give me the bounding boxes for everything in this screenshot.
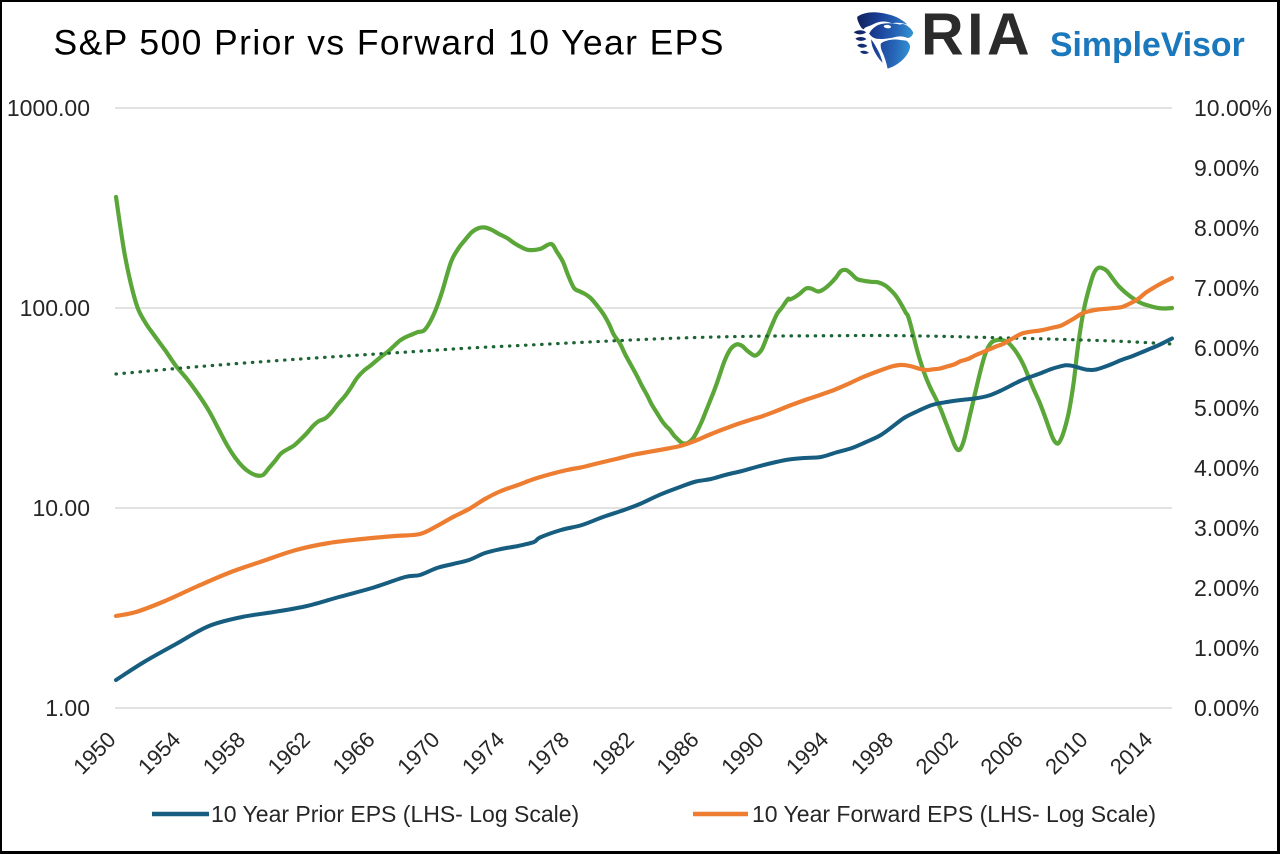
- svg-text:4.00%: 4.00%: [1194, 455, 1259, 481]
- svg-text:1000.00: 1000.00: [7, 95, 90, 121]
- svg-text:1.00%: 1.00%: [1194, 635, 1259, 661]
- svg-text:1950: 1950: [68, 727, 120, 779]
- svg-text:7.00%: 7.00%: [1194, 275, 1259, 301]
- svg-text:6.00%: 6.00%: [1194, 335, 1259, 361]
- svg-text:1978: 1978: [522, 727, 574, 779]
- svg-text:8.00%: 8.00%: [1194, 215, 1259, 241]
- svg-text:2006: 2006: [975, 727, 1027, 779]
- svg-text:1994: 1994: [781, 727, 833, 779]
- svg-text:1982: 1982: [587, 727, 639, 779]
- svg-text:1990: 1990: [716, 727, 768, 779]
- svg-text:1966: 1966: [327, 727, 379, 779]
- svg-text:2014: 2014: [1105, 727, 1157, 779]
- svg-text:1998: 1998: [846, 727, 898, 779]
- svg-text:RIA: RIA: [921, 2, 1033, 68]
- svg-text:1958: 1958: [198, 727, 250, 779]
- svg-text:1970: 1970: [392, 727, 444, 779]
- svg-text:1962: 1962: [263, 727, 315, 779]
- svg-text:10.00%: 10.00%: [1194, 95, 1272, 121]
- svg-text:1.00: 1.00: [45, 695, 90, 721]
- svg-text:10 Year Forward EPS (LHS- Log: 10 Year Forward EPS (LHS- Log Scale): [752, 801, 1156, 827]
- svg-text:2.00%: 2.00%: [1194, 575, 1259, 601]
- svg-text:3.00%: 3.00%: [1194, 515, 1259, 541]
- svg-text:10 Year Prior EPS (LHS- Log Sc: 10 Year Prior EPS (LHS- Log Scale): [211, 801, 579, 827]
- svg-text:S&P 500 Prior vs Forward 10 Ye: S&P 500 Prior vs Forward 10 Year EPS: [54, 23, 725, 63]
- svg-text:0.00%: 0.00%: [1194, 695, 1259, 721]
- svg-text:2002: 2002: [911, 727, 963, 779]
- svg-text:1986: 1986: [651, 727, 703, 779]
- svg-text:10.00: 10.00: [32, 495, 90, 521]
- svg-text:100.00: 100.00: [20, 295, 90, 321]
- svg-text:SimpleVisor: SimpleVisor: [1050, 26, 1245, 64]
- svg-text:2010: 2010: [1040, 727, 1092, 779]
- svg-text:1974: 1974: [457, 727, 509, 779]
- svg-text:9.00%: 9.00%: [1194, 155, 1259, 181]
- svg-text:1954: 1954: [133, 727, 185, 779]
- svg-text:5.00%: 5.00%: [1194, 395, 1259, 421]
